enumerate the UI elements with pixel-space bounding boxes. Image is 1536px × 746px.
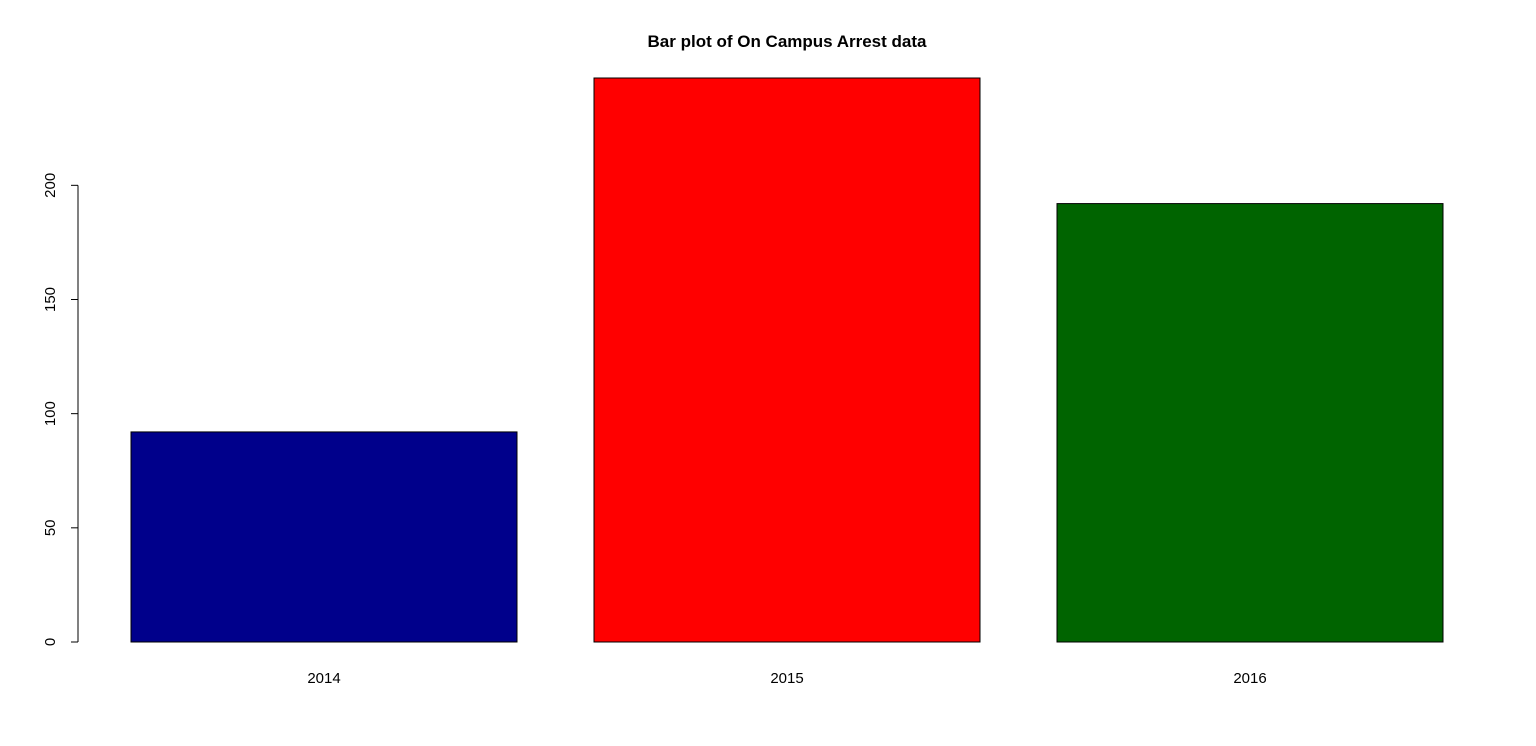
y-tick-label: 200 (42, 173, 59, 198)
y-tick-label: 150 (42, 287, 59, 312)
x-tick-label: 2016 (1233, 670, 1266, 687)
y-tick-label: 0 (42, 638, 59, 646)
x-tick-labels: 2014 2015 2016 (307, 670, 1266, 687)
y-tick-label: 100 (42, 401, 59, 426)
bar-2016 (1056, 203, 1444, 643)
y-tick-label: 50 (42, 519, 59, 536)
x-tick-label: 2014 (307, 670, 340, 687)
y-axis: 0 50 100 150 200 (42, 173, 79, 646)
bar-2015 (593, 77, 981, 643)
bars-group (130, 77, 1444, 643)
x-tick-label: 2015 (770, 670, 803, 687)
chart-title: Bar plot of On Campus Arrest data (648, 32, 928, 51)
bar-2014 (130, 431, 518, 643)
